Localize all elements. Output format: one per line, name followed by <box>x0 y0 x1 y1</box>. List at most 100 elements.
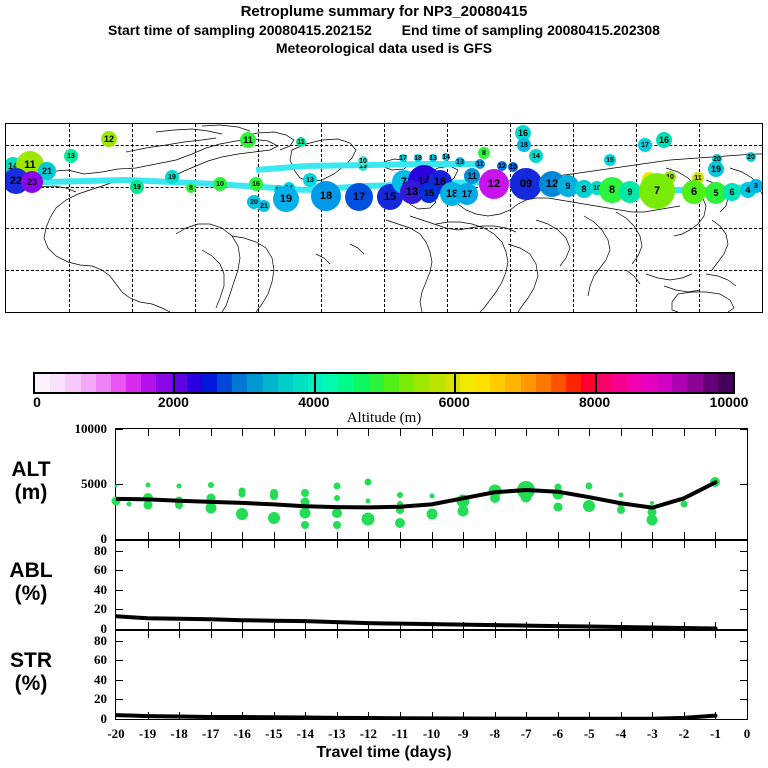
x-tick-label: -3 <box>646 726 658 741</box>
map-meridian <box>69 124 70 312</box>
map-bubble-label: 11 <box>694 174 702 182</box>
x-tick-top <box>368 541 370 548</box>
alt-axis-name-line2: (m) <box>14 481 48 504</box>
map-bubble: 17 <box>399 154 407 162</box>
x-tick-top <box>179 631 181 638</box>
x-tick-label: -4 <box>615 726 627 741</box>
map-meridian <box>384 124 385 312</box>
map-bubble-label: 13 <box>429 154 437 162</box>
map-bubble-label: 19 <box>133 183 141 191</box>
colorbar-swatch <box>110 374 127 392</box>
x-tick-top <box>494 631 496 638</box>
altitude-scatter-dot <box>143 500 153 510</box>
altitude-scatter-dot <box>457 505 469 517</box>
colorbar-tick-label: 2000 <box>157 394 189 410</box>
map-bubble-label: 3 <box>754 182 758 190</box>
map-bubble: 17 <box>456 183 478 205</box>
colorbar-separator <box>594 372 597 394</box>
map-bubble-label: 20 <box>250 198 258 206</box>
map-bubble: 20 <box>746 152 756 162</box>
colorbar-swatch <box>186 374 202 392</box>
world-map: 1213111114112122231919101981016131415191… <box>5 123 763 313</box>
map-meridian <box>132 124 133 312</box>
x-tick-label: -20 <box>107 726 125 741</box>
str-axis-name-line1: STR <box>10 649 52 672</box>
map-bubble-label: 17 <box>461 188 472 199</box>
map-bubble: 3 <box>749 179 762 193</box>
x-tick <box>242 622 244 629</box>
y-tick-label: 80 <box>94 542 107 558</box>
str-plot-area <box>116 631 747 720</box>
altitude-scatter-dot <box>394 517 405 528</box>
x-tick <box>368 532 370 539</box>
map-bubble: 12 <box>101 131 117 147</box>
x-tick <box>242 532 244 539</box>
abl-panel <box>115 540 748 630</box>
x-tick-label: -11 <box>391 726 409 741</box>
y-tick-right <box>740 570 747 572</box>
x-tick-top <box>210 429 212 436</box>
x-tick-label: -8 <box>489 726 501 741</box>
title-block: Retroplume summary for NP3_20080415 Star… <box>0 2 768 57</box>
y-tick-label: 60 <box>94 652 107 668</box>
x-tick-top <box>431 631 433 638</box>
x-axis-tick-labels: -20 -19 -18 -17 -16 -15 -14 -13 -12 -11 -10 -9 -8 -7-… <box>0 726 768 744</box>
map-bubble-label: 9 <box>565 180 571 191</box>
x-tick-top <box>210 541 212 548</box>
x-tick <box>652 622 654 629</box>
map-bubble-label: 17 <box>399 154 407 162</box>
map-bubble: 18 <box>414 154 422 162</box>
x-tick-top <box>683 429 685 436</box>
altitude-scatter-dot <box>300 497 310 507</box>
colorbar <box>33 372 735 394</box>
x-tick-top <box>557 631 559 638</box>
x-tick <box>683 622 685 629</box>
map-bubble: 09 <box>510 168 542 200</box>
map-bubble-label: 5 <box>713 187 719 198</box>
altitude-scatter-dot <box>616 506 625 515</box>
y-tick-right <box>740 550 747 552</box>
map-parallel <box>6 270 762 272</box>
y-tick-right <box>740 660 747 662</box>
map-canvas: 1213111114112122231919101981016131415191… <box>6 124 762 312</box>
map-bubble-label: 11 <box>24 158 36 171</box>
altitude-scatter-dot <box>396 500 403 507</box>
altitude-scatter-dot <box>426 508 437 520</box>
colorbar-swatch <box>126 374 142 392</box>
map-bubble-label: 21 <box>41 165 52 176</box>
map-bubble: 19 <box>273 186 299 212</box>
colorbar-swatch <box>277 374 293 392</box>
colorbar-swatch <box>323 374 339 392</box>
map-bubble-label: 19 <box>359 162 367 170</box>
x-tick-top <box>715 429 717 436</box>
abl-trend-line <box>116 614 718 629</box>
plume-band-segment <box>646 187 706 193</box>
x-tick-top <box>715 631 717 638</box>
y-tick-right <box>740 484 747 485</box>
map-bubble-label: 12 <box>487 177 501 190</box>
map-bubble-label: 18 <box>445 187 459 200</box>
y-tick-label: 40 <box>94 671 107 687</box>
altitude-scatter-dot <box>333 482 341 490</box>
altitude-scatter-dot <box>618 492 624 498</box>
altitude-scatter-dot <box>583 500 596 512</box>
altitude-scatter-dot <box>489 492 500 503</box>
map-bubble-label: 15 <box>383 190 397 203</box>
x-tick-label: -13 <box>328 726 346 741</box>
x-tick-top <box>494 541 496 548</box>
x-tick-top <box>620 541 622 548</box>
x-tick <box>620 532 622 539</box>
map-bubble-label: 10 <box>593 184 601 192</box>
x-tick <box>336 622 338 629</box>
map-bubble: 16 <box>656 132 672 148</box>
altitude-scatter-dot <box>175 501 184 510</box>
colorbar-separator <box>313 372 316 394</box>
map-bubble-label: 10 <box>359 157 367 165</box>
altitude-scatter-dot <box>269 492 278 501</box>
map-bubble-label: 14 <box>417 174 431 187</box>
altitude-scatter-dot <box>301 521 310 530</box>
x-tick-top <box>147 541 149 548</box>
map-bubble-label: 9 <box>627 186 633 197</box>
x-tick <box>336 532 338 539</box>
altitude-scatter-dot <box>301 488 310 497</box>
